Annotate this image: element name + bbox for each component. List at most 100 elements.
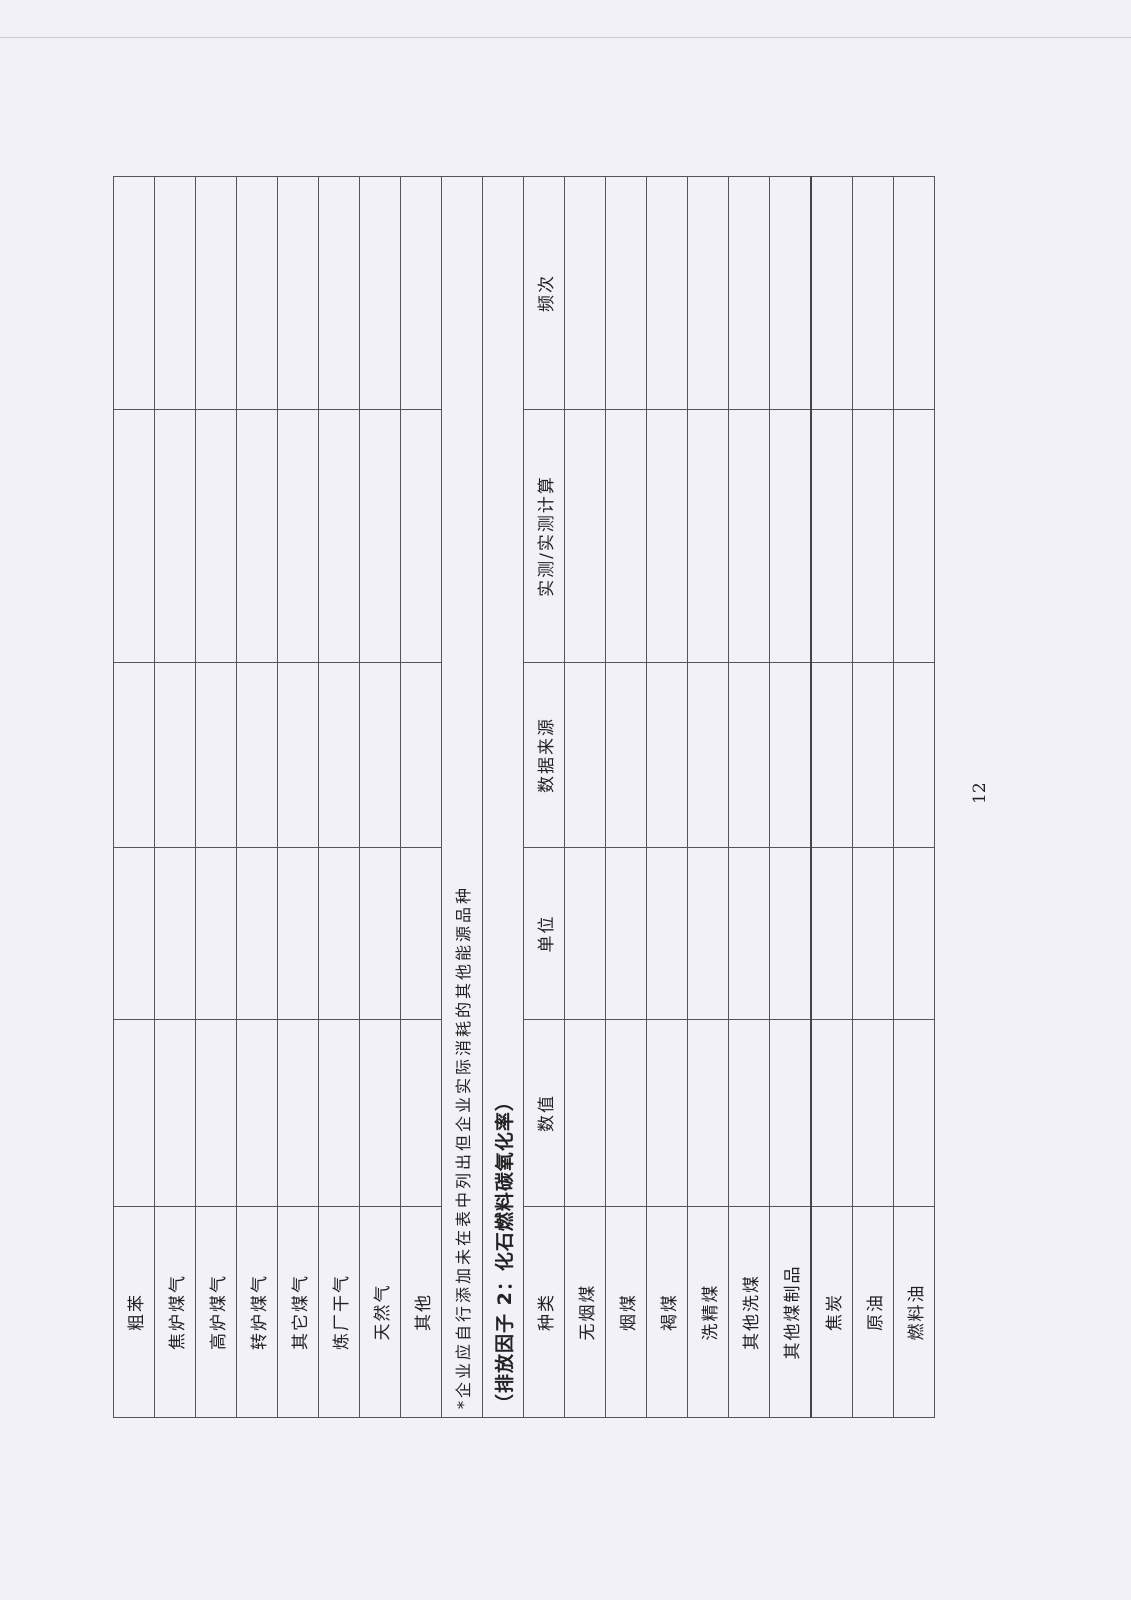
fuel-name: 焦炭 [811, 1206, 853, 1418]
empty-cell [564, 409, 606, 663]
empty-cell [687, 409, 729, 663]
empty-cell [154, 662, 196, 848]
empty-cell [605, 847, 647, 1020]
empty-cell [318, 1019, 360, 1207]
empty-cell [728, 662, 770, 848]
empty-cell [154, 409, 196, 663]
table-row: 其他 [400, 176, 442, 1418]
table-row: 其他洗煤 [728, 176, 770, 1418]
empty-cell [400, 409, 442, 663]
empty-cell [277, 409, 319, 663]
empty-cell [400, 847, 442, 1020]
empty-cell [769, 662, 811, 848]
table-row: 转炉煤气 [236, 176, 278, 1418]
fuel-name: 原油 [852, 1206, 894, 1418]
empty-cell [769, 176, 811, 410]
fuel-name: 褐煤 [646, 1206, 688, 1418]
table-row: 焦炭 [811, 176, 853, 1418]
fuel-name: 无烟煤 [564, 1206, 606, 1418]
empty-cell [687, 176, 729, 410]
empty-cell [564, 847, 606, 1020]
table-row: 褐煤 [646, 176, 688, 1418]
table-row: 洗精煤 [687, 176, 729, 1418]
empty-cell [769, 847, 811, 1020]
empty-cell [728, 409, 770, 663]
fuel-name: 焦炉煤气 [154, 1206, 196, 1418]
empty-cell [852, 847, 894, 1020]
fuel-name: 燃料油 [893, 1206, 935, 1418]
empty-cell [605, 176, 647, 410]
empty-cell [154, 847, 196, 1020]
header-frequency: 频次 [523, 176, 565, 410]
empty-cell [852, 662, 894, 848]
fuel-name: 烟煤 [605, 1206, 647, 1418]
page-number: 12 [970, 782, 990, 804]
header-source: 数据来源 [523, 662, 565, 848]
empty-cell [564, 176, 606, 410]
empty-cell [318, 847, 360, 1020]
section-title-row: （排放因子 2：化石燃料碳氧化率） [482, 176, 524, 1418]
fuel-name: 其他煤制品 [769, 1206, 811, 1418]
empty-cell [811, 1019, 853, 1207]
empty-cell [728, 1019, 770, 1207]
empty-cell [687, 847, 729, 1020]
fuel-name: 转炉煤气 [236, 1206, 278, 1418]
empty-cell [852, 1019, 894, 1207]
empty-cell [113, 847, 155, 1020]
empty-cell [359, 409, 401, 663]
empty-cell [277, 847, 319, 1020]
empty-cell [195, 176, 237, 410]
empty-cell [646, 409, 688, 663]
empty-cell [893, 176, 935, 410]
empty-cell [605, 662, 647, 848]
empty-cell [318, 662, 360, 848]
empty-cell [195, 847, 237, 1020]
fuel-name: 高炉煤气 [195, 1206, 237, 1418]
empty-cell [359, 1019, 401, 1207]
empty-cell [154, 1019, 196, 1207]
empty-cell [893, 409, 935, 663]
empty-cell [769, 1019, 811, 1207]
empty-cell [195, 1019, 237, 1207]
fuel-name: 粗苯 [113, 1206, 155, 1418]
table-row: 粗苯 [113, 176, 155, 1418]
empty-cell [400, 176, 442, 410]
empty-cell [564, 1019, 606, 1207]
empty-cell [769, 409, 811, 663]
empty-cell [277, 662, 319, 848]
empty-cell [728, 847, 770, 1020]
table-row: 焦炉煤气 [154, 176, 196, 1418]
empty-cell [893, 1019, 935, 1207]
empty-cell [400, 1019, 442, 1207]
empty-cell [811, 409, 853, 663]
table-header-row: 种类 数值 单位 数据来源 实测/实测计算 频次 [523, 176, 565, 1418]
empty-cell [811, 662, 853, 848]
empty-cell [893, 662, 935, 848]
empty-cell [359, 176, 401, 410]
header-unit: 单位 [523, 847, 565, 1020]
table-row: 燃料油 [893, 176, 935, 1418]
empty-cell [852, 176, 894, 410]
empty-cell [236, 662, 278, 848]
table-row: 无烟煤 [564, 176, 606, 1418]
header-type: 种类 [523, 1206, 565, 1418]
empty-cell [195, 409, 237, 663]
empty-cell [359, 847, 401, 1020]
fuel-name: 洗精煤 [687, 1206, 729, 1418]
table-row: 高炉煤气 [195, 176, 237, 1418]
fuel-name: 天然气 [359, 1206, 401, 1418]
fuel-name: 其他 [400, 1206, 442, 1418]
empty-cell [359, 662, 401, 848]
empty-cell [236, 1019, 278, 1207]
empty-cell [893, 847, 935, 1020]
empty-cell [113, 662, 155, 848]
table-row: 炼厂干气 [318, 176, 360, 1418]
fuel-name: 炼厂干气 [318, 1206, 360, 1418]
empty-cell [646, 1019, 688, 1207]
empty-cell [605, 409, 647, 663]
empty-cell [195, 662, 237, 848]
empty-cell [811, 847, 853, 1020]
empty-cell [236, 409, 278, 663]
table-row: 其它煤气 [277, 176, 319, 1418]
